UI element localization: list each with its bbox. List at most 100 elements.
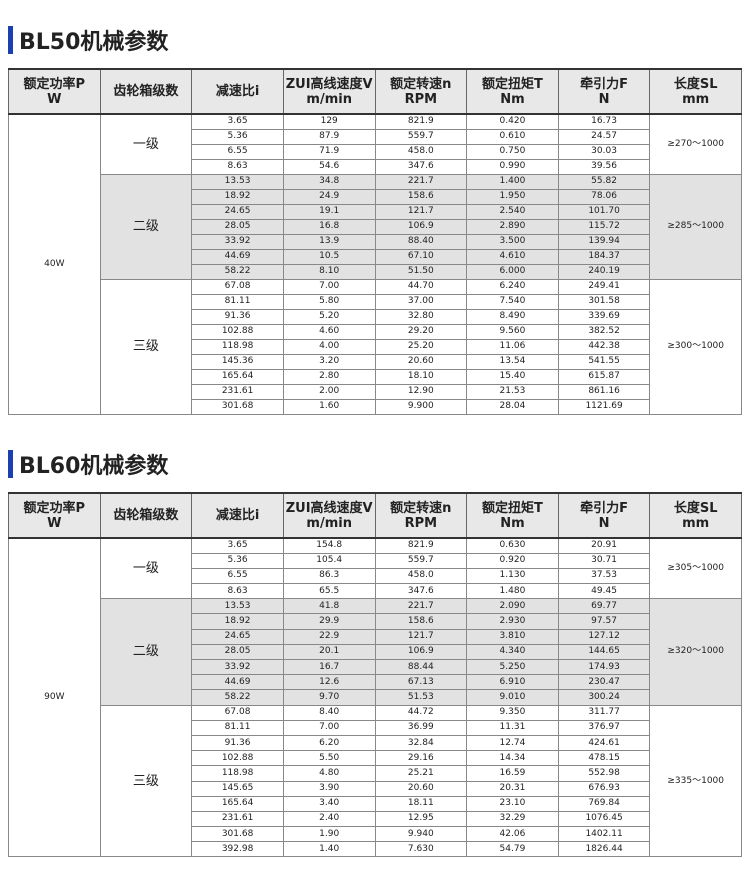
value-cell: 29.20 (374, 323, 468, 340)
value-cell: 9.70 (282, 689, 376, 706)
value-cell: 22.9 (282, 628, 376, 645)
value-cell: 231.61 (191, 383, 284, 400)
header-text: 齿轮箱级数 (113, 508, 179, 523)
header-cell: 额定功率P W (8, 68, 101, 115)
value-cell: 44.69 (191, 248, 284, 265)
header-text: N (598, 515, 610, 531)
value-cell: 2.930 (466, 613, 559, 630)
value-cell: 4.80 (282, 765, 376, 782)
header-cell: 额定扭矩T Nm (466, 68, 559, 115)
value-cell: 1826.44 (557, 841, 651, 858)
value-cell: 1.480 (466, 583, 559, 600)
value-cell: 2.00 (282, 383, 376, 400)
header-text: m/min (306, 515, 352, 531)
value-cell: 300.24 (557, 689, 651, 706)
value-cell: 392.98 (191, 841, 284, 858)
value-cell: 0.610 (466, 128, 559, 145)
data-row: 392.98 1.40 7.630 54.79 1826.44 (9, 841, 742, 858)
value-cell: 69.77 (557, 598, 651, 615)
value-cell: 7.00 (282, 719, 376, 736)
value-cell: 7.540 (466, 293, 559, 310)
value-cell: 88.44 (374, 658, 468, 676)
value-cell: 7.00 (282, 278, 376, 295)
value-cell: 54.6 (282, 158, 376, 175)
value-cell: 347.6 (374, 158, 468, 175)
value-cell: 2.80 (282, 368, 376, 385)
value-cell: 311.77 (557, 704, 651, 721)
data-row: 三级 67.08 7.00 44.70 6.240 249.41 ≥300～1000 (9, 278, 742, 415)
value-cell: 1.40 (282, 841, 376, 858)
value-cell: 442.38 (557, 338, 651, 355)
value-cell: 86.3 (282, 567, 376, 585)
data-row: 18.92 24.9 158.6 1.950 78.06 (9, 188, 742, 205)
value-cell: 615.87 (557, 368, 651, 385)
value-cell: 118.98 (191, 338, 284, 355)
value-cell: 9.940 (374, 826, 468, 843)
value-cell: 67.08 (191, 278, 284, 295)
value-cell: 37.53 (557, 567, 651, 585)
value-cell: 458.0 (374, 567, 468, 585)
value-cell: 29.9 (282, 613, 376, 630)
header-cell: ZUI高线速度V m/min (282, 492, 376, 539)
value-cell: 9.010 (466, 689, 559, 706)
value-cell: 30.03 (557, 143, 651, 160)
value-cell: 382.52 (557, 323, 651, 340)
value-cell: 44.69 (191, 674, 284, 691)
value-cell: 58.22 (191, 689, 284, 706)
data-row: 118.98 4.80 25.21 16.59 552.98 (9, 765, 742, 782)
value-cell: 34.8 (282, 173, 376, 190)
value-cell: 29.16 (374, 750, 468, 767)
value-cell: 145.65 (191, 780, 284, 797)
value-cell: 24.65 (191, 203, 284, 220)
value-cell: 21.53 (466, 383, 559, 400)
value-cell: 20.91 (557, 537, 651, 554)
data-row: 二级 13.53 34.8 221.7 1.400 55.82 ≥285～1000 (9, 173, 742, 280)
value-cell: 3.20 (282, 353, 376, 370)
section-title: BL50机械参数 (8, 12, 742, 68)
value-cell: 102.88 (191, 323, 284, 340)
value-cell: 24.65 (191, 628, 284, 645)
value-cell: 12.95 (374, 810, 468, 828)
value-cell: 184.37 (557, 248, 651, 265)
header-row: 额定功率P W 齿轮箱级数 减速比i ZUI高线速度V m/min 额定转速n RPM 额定扭矩… (8, 492, 742, 539)
value-cell: 8.63 (191, 583, 284, 600)
value-cell: 221.7 (374, 173, 468, 190)
value-cell: 861.16 (557, 383, 651, 400)
value-cell: 3.65 (191, 113, 284, 130)
header-cell: 长度SL mm (649, 492, 742, 539)
header-text: N (598, 91, 610, 107)
value-cell: 28.04 (466, 398, 559, 415)
data-row: 5.36 87.9 559.7 0.610 24.57 (9, 128, 742, 145)
value-cell: 4.340 (466, 643, 559, 661)
value-cell: 16.73 (557, 113, 651, 130)
data-row: 33.92 16.7 88.44 5.250 174.93 (9, 658, 742, 676)
value-cell: 20.60 (374, 780, 468, 797)
value-cell: 51.53 (374, 689, 468, 706)
value-cell: 33.92 (191, 233, 284, 250)
header-text: 牵引力F (580, 76, 628, 92)
stage-cell: 一级 (99, 537, 193, 600)
value-cell: 44.72 (374, 704, 468, 721)
value-cell: 541.55 (557, 353, 651, 370)
value-cell: 2.40 (282, 810, 376, 828)
value-cell: 8.10 (282, 263, 376, 280)
value-cell: 25.20 (374, 338, 468, 355)
data-row: 81.11 5.80 37.00 7.540 301.58 (9, 293, 742, 310)
value-cell: 41.8 (282, 598, 376, 615)
value-cell: 165.64 (191, 368, 284, 385)
header-row: 额定功率P W 齿轮箱级数 减速比i ZUI高线速度V m/min 额定转速n RPM 额定扭矩… (8, 68, 742, 115)
data-row: 28.05 16.8 106.9 2.890 115.72 (9, 218, 742, 235)
stage-cell: 二级 (99, 173, 193, 280)
value-cell: 67.10 (374, 248, 468, 265)
value-cell: 821.9 (374, 113, 468, 130)
value-cell: 1.130 (466, 567, 559, 585)
value-cell: 158.6 (374, 188, 468, 205)
value-cell: 11.06 (466, 338, 559, 355)
data-row: 44.69 10.5 67.10 4.610 184.37 (9, 248, 742, 265)
data-row: 231.61 2.00 12.90 21.53 861.16 (9, 383, 742, 400)
value-cell: 39.56 (557, 158, 651, 175)
value-cell: 81.11 (191, 719, 284, 736)
spec-table: 额定功率P W 齿轮箱级数 减速比i ZUI高线速度V m/min 额定转速n RPM 额定扭矩… (8, 68, 742, 415)
header-text: mm (682, 91, 710, 107)
value-cell: 18.92 (191, 188, 284, 205)
